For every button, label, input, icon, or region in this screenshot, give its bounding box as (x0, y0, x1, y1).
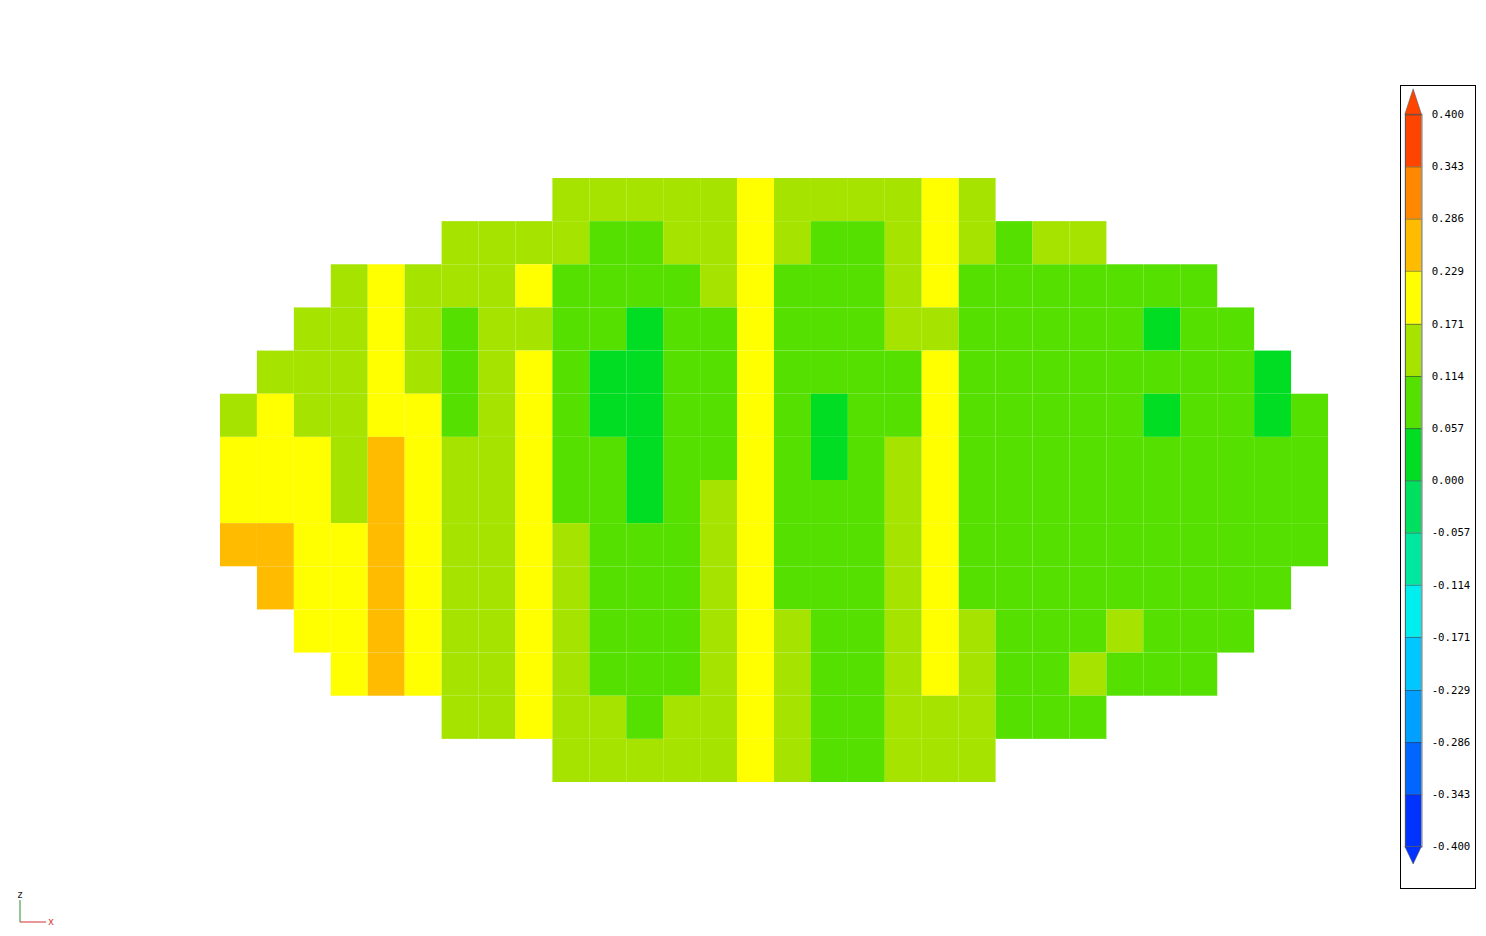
svg-text:-0.114: -0.114 (1432, 579, 1471, 592)
svg-text:-0.171: -0.171 (1432, 631, 1471, 644)
svg-text:0.229: 0.229 (1432, 265, 1464, 278)
svg-text:0.400: 0.400 (1432, 108, 1464, 121)
svg-text:-0.286: -0.286 (1432, 736, 1471, 749)
svg-text:0.286: 0.286 (1432, 212, 1464, 225)
svg-text:z: z (17, 889, 23, 900)
svg-text:0.000: 0.000 (1432, 474, 1464, 487)
svg-text:-0.400: -0.400 (1432, 840, 1471, 853)
svg-text:0.057: 0.057 (1432, 422, 1464, 435)
svg-text:0.343: 0.343 (1432, 160, 1464, 173)
svg-text:x: x (48, 916, 54, 927)
svg-text:0.171: 0.171 (1432, 318, 1464, 331)
svg-text:0.114: 0.114 (1432, 370, 1464, 383)
svg-text:-0.343: -0.343 (1432, 788, 1471, 801)
svg-text:-0.229: -0.229 (1432, 684, 1471, 697)
svg-text:-0.057: -0.057 (1432, 526, 1471, 539)
